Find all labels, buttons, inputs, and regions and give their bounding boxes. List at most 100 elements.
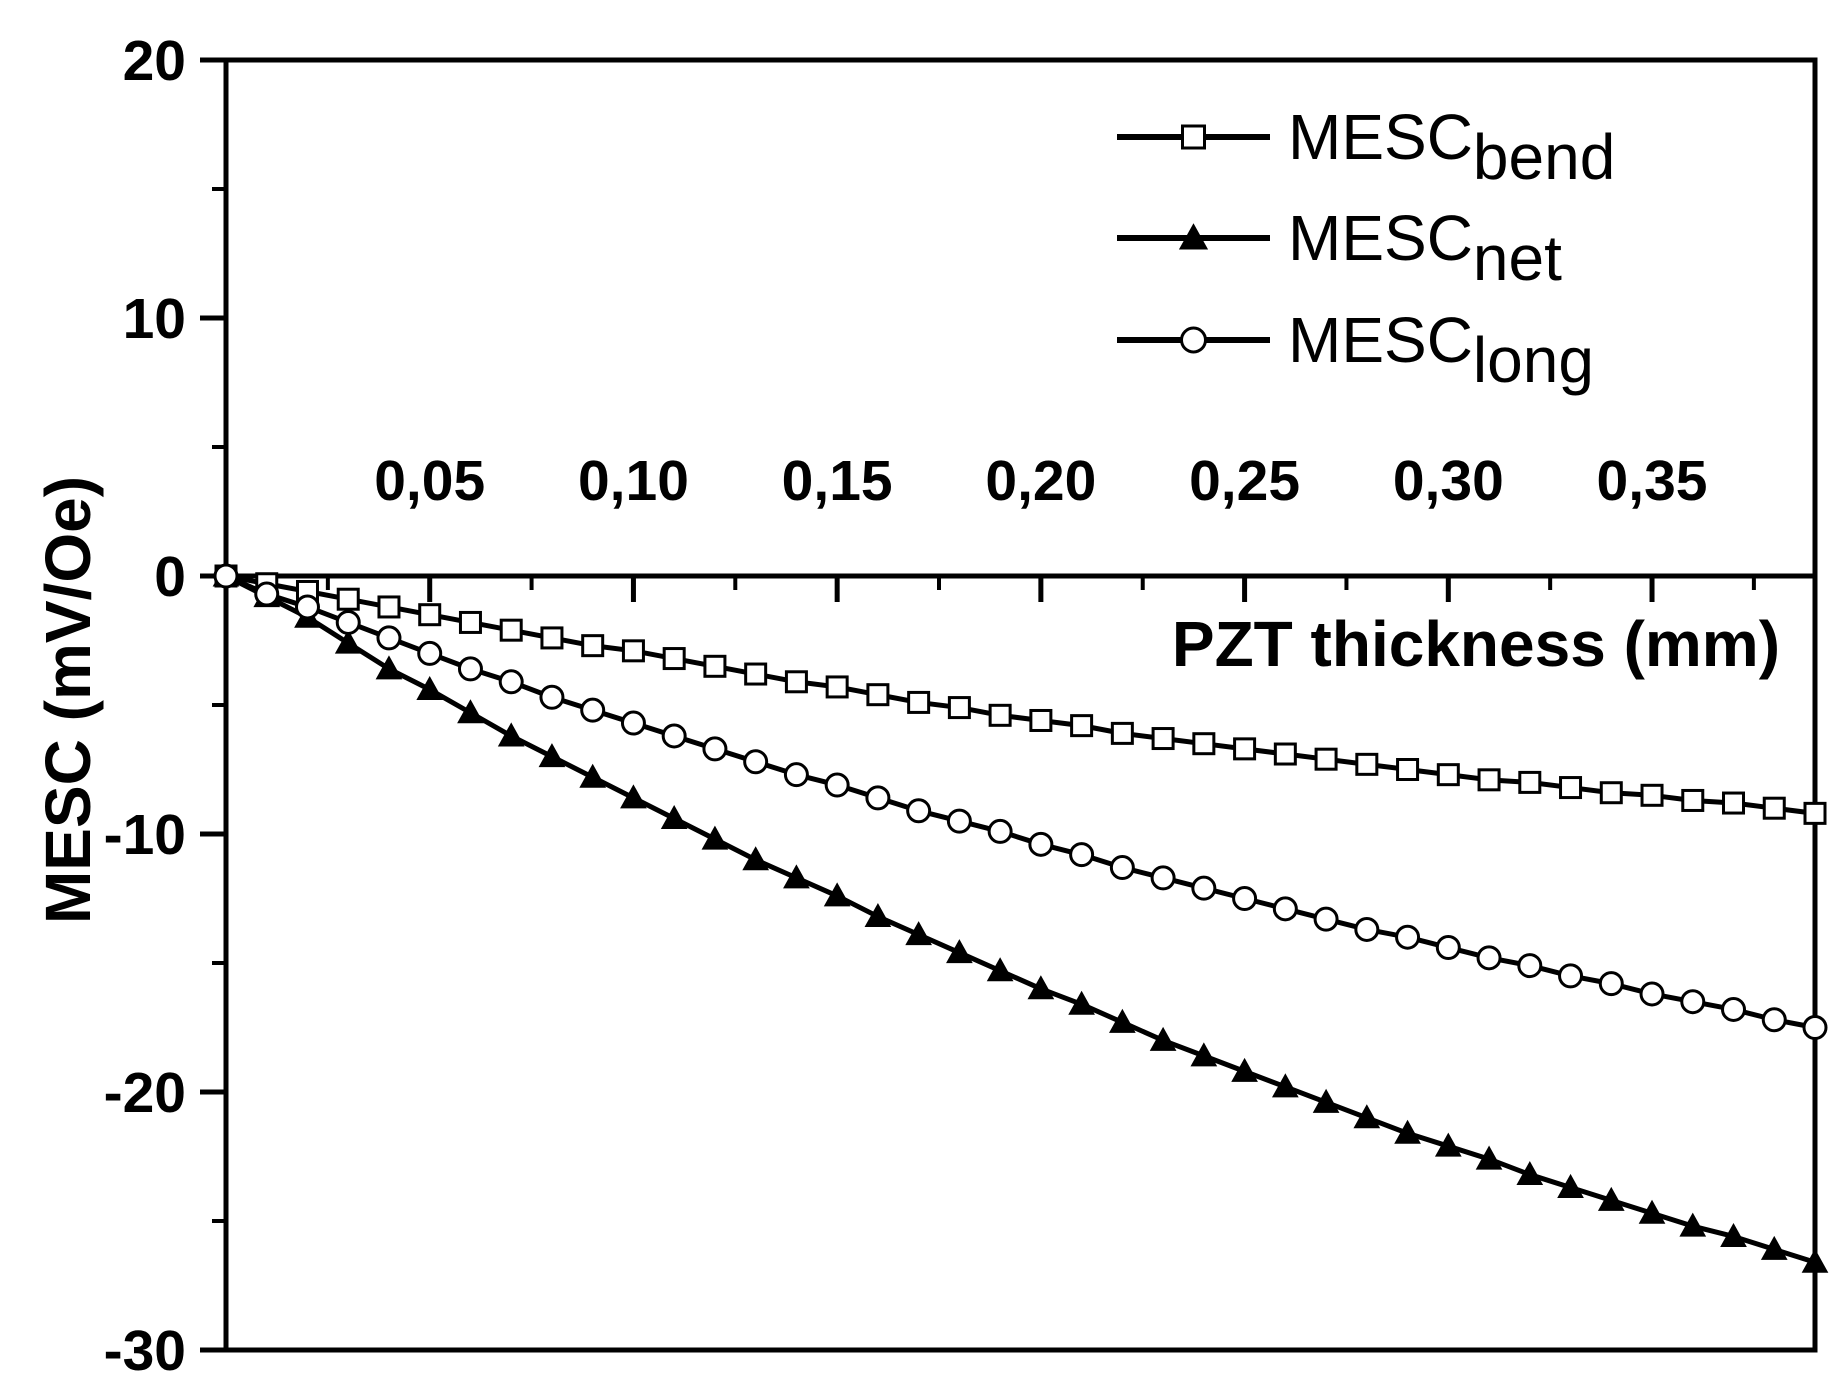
data-point-net (375, 655, 403, 680)
data-point-net (783, 864, 810, 889)
data-point-bend (866, 683, 890, 707)
x-tick-label: 0,30 (1393, 449, 1504, 513)
data-point-net (457, 699, 484, 724)
data-point-bend (1762, 796, 1786, 820)
data-point-bend (1803, 801, 1827, 825)
data-point-net (1068, 990, 1095, 1015)
series-long (213, 563, 1828, 1040)
data-point-bend (581, 634, 605, 658)
series-line-long (224, 573, 1816, 1030)
y-tick-label: 0 (154, 545, 186, 609)
y-tick-label: -30 (104, 1319, 186, 1379)
data-point-net (905, 921, 932, 946)
data-point-bend (377, 595, 401, 619)
data-point-long (1517, 953, 1543, 979)
data-point-net (538, 743, 566, 768)
data-point-long (376, 625, 402, 651)
legend-label-sub: bend (1473, 121, 1615, 193)
legend-label-main: MESC (1288, 202, 1473, 274)
plot-frame (223, 57, 1818, 1353)
data-point-bend (744, 662, 768, 686)
x-tick-label: 0,05 (374, 449, 485, 513)
data-point-bend (336, 587, 360, 611)
data-point-bend (1681, 788, 1705, 812)
data-point-long (457, 656, 483, 682)
data-point-net (620, 784, 647, 809)
data-point-bend (1436, 763, 1460, 787)
data-point-long (1598, 971, 1624, 997)
x-tick-label: 0,10 (578, 449, 689, 513)
data-point-long (1150, 865, 1176, 891)
data-point-net (946, 939, 973, 964)
data-point-net (1434, 1132, 1462, 1157)
data-point-long (294, 594, 320, 620)
y-tick-label: -10 (104, 803, 186, 867)
data-point-net (986, 957, 1014, 982)
plot-area: 0,05 0,10 0,15 0,20 0,25 0,30 0,35 20 10 0 -10 -20… (104, 29, 1829, 1379)
data-point-net (1027, 975, 1055, 1000)
series-bend (214, 564, 1827, 825)
legend-label-main: MESC (1288, 101, 1473, 173)
data-point-long (1028, 831, 1054, 857)
data-point-long (1639, 981, 1665, 1007)
data-point-net (1760, 1235, 1788, 1260)
x-tick-label: 0,20 (985, 449, 1096, 513)
data-point-bend (1233, 737, 1257, 761)
series-layer (212, 562, 1829, 1273)
data-point-long (1721, 996, 1747, 1022)
data-point-long (1313, 906, 1339, 932)
data-point-net (823, 882, 851, 907)
legend-label: MESCbend (1288, 101, 1615, 193)
data-point-long (783, 762, 809, 788)
data-point-long (213, 563, 239, 589)
data-point-net (660, 804, 688, 830)
data-point-net (1801, 1248, 1829, 1273)
legend-label-sub: long (1473, 324, 1594, 396)
y-tick-label: 20 (123, 29, 186, 93)
data-point-long (824, 772, 850, 798)
data-point-long (1476, 945, 1502, 971)
data-point-bend (988, 703, 1012, 727)
data-point-bend (1192, 732, 1216, 756)
data-point-long (498, 669, 524, 695)
data-point-net (579, 763, 607, 788)
data-point-bend (1722, 791, 1746, 815)
data-point-net (1353, 1104, 1381, 1129)
data-point-bend (1314, 747, 1338, 771)
data-point-bend (1151, 727, 1175, 751)
legend-marker (1180, 326, 1207, 354)
y-axis: 20 10 0 -10 -20 -30 (104, 29, 226, 1379)
data-point-net (1638, 1199, 1666, 1224)
data-point-long (1232, 886, 1258, 911)
x-tick-label: 0,25 (1189, 449, 1300, 513)
legend-marker (1181, 124, 1206, 150)
x-axis: 0,05 0,10 0,15 0,20 0,25 0,30 0,35 (226, 449, 1815, 602)
data-point-long (1069, 842, 1095, 868)
legend-label: MESCnet (1288, 202, 1562, 294)
data-point-bend (499, 618, 523, 642)
data-point-long (539, 684, 565, 710)
data-point-bend (1110, 721, 1134, 745)
x-tick-label: 0,35 (1597, 449, 1708, 513)
data-point-net (1597, 1186, 1625, 1211)
y-tick-label: 10 (123, 287, 186, 351)
y-axis-title: MESC (mV/Oe) (32, 476, 104, 924)
data-point-long (1558, 963, 1584, 989)
series-line-bend (225, 573, 1816, 816)
legend-item-long: MESClong (1117, 304, 1594, 396)
data-point-long (335, 609, 361, 635)
data-point-bend (1396, 758, 1420, 781)
x-axis-title: PZT thickness (mm) (1172, 608, 1780, 680)
data-point-long (1395, 924, 1421, 950)
data-point-net (1516, 1161, 1544, 1186)
data-point-bend (907, 690, 931, 714)
data-point-long (1191, 875, 1217, 901)
data-point-long (906, 798, 932, 824)
data-point-bend (1518, 770, 1542, 794)
data-point-bend (1599, 781, 1623, 805)
data-point-net (416, 675, 444, 701)
data-point-bend (1273, 742, 1297, 766)
data-point-long (1802, 1015, 1828, 1040)
